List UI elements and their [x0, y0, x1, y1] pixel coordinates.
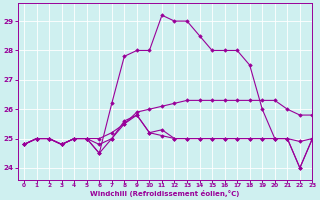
X-axis label: Windchill (Refroidissement éolien,°C): Windchill (Refroidissement éolien,°C) — [90, 190, 240, 197]
